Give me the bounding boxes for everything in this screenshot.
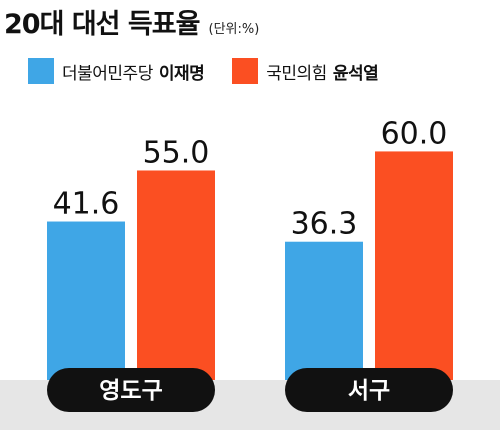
bar-value-label: 41.6 <box>53 187 120 222</box>
unit-note: (단위:%) <box>208 22 260 37</box>
legend-swatch-ppp <box>232 58 259 84</box>
bar-democratic-1 <box>285 241 363 380</box>
bar-value-label: 36.3 <box>291 207 358 242</box>
legend-item-democratic: 더불어민주당 이재명 <box>28 58 205 84</box>
bar-value-label: 55.0 <box>143 135 210 170</box>
category-label: 영도구 <box>99 378 162 404</box>
legend-candidate-ppp: 윤석열 <box>332 63 379 84</box>
category-pill-0 <box>47 368 215 412</box>
legend-party-ppp: 국민의힘 <box>266 63 327 84</box>
chart-title: 20대 대선 득표율 <box>4 9 200 40</box>
legend-item-ppp: 국민의힘 윤석열 <box>232 58 379 84</box>
legend-party-democratic: 더불어민주당 <box>62 63 153 84</box>
category-label: 서구 <box>348 378 390 404</box>
bar-ppp-0 <box>137 170 215 380</box>
legend: 더불어민주당 이재명 국민의힘 윤석열 <box>28 58 406 84</box>
chart-title-block: 20대 대선 득표율 (단위:%) <box>4 2 259 41</box>
category-pill-1 <box>285 368 453 412</box>
legend-swatch-democratic <box>28 58 54 84</box>
bar-democratic-0 <box>47 221 125 380</box>
legend-candidate-democratic: 이재명 <box>158 63 205 84</box>
bar-ppp-1 <box>375 151 453 380</box>
bar-value-label: 60.0 <box>381 116 448 151</box>
